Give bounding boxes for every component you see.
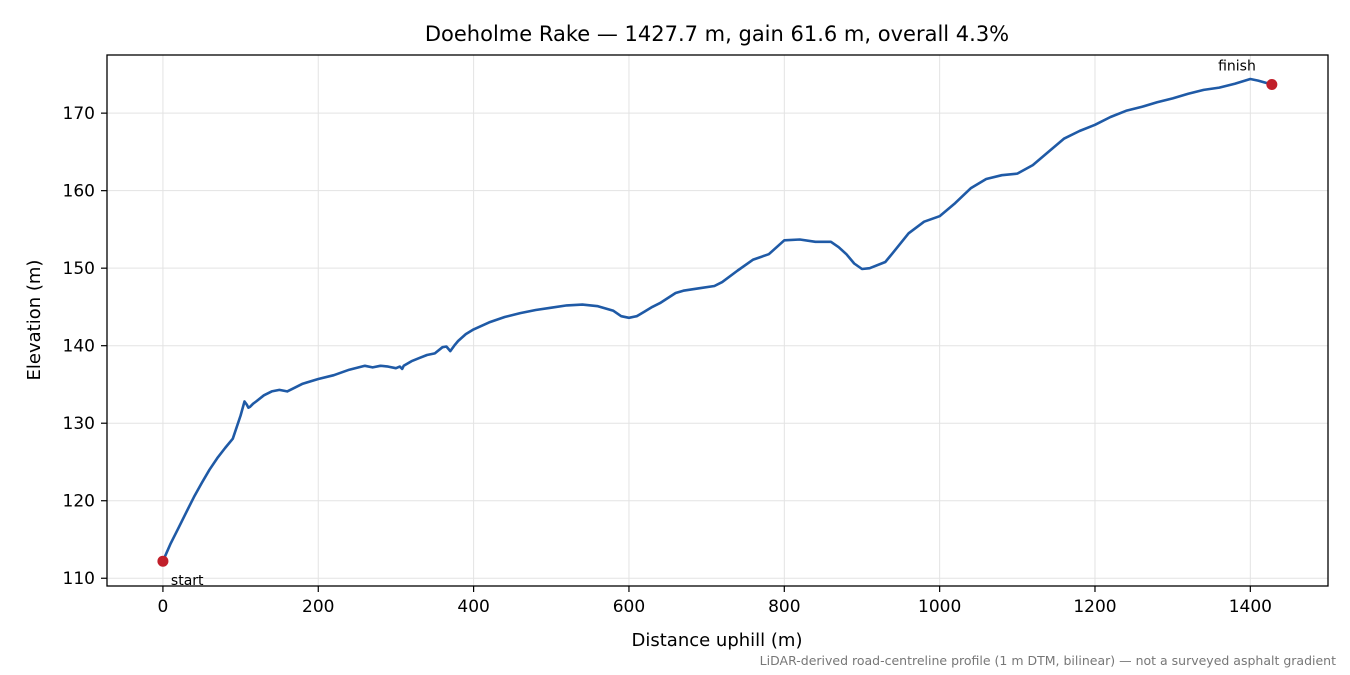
x-axis-label: Distance uphill (m) <box>632 630 803 651</box>
x-tick-label: 400 <box>457 597 489 617</box>
x-tick-label: 200 <box>302 597 334 617</box>
x-tick-label: 600 <box>613 597 645 617</box>
start-marker <box>157 555 169 567</box>
chart-title: Doeholme Rake — 1427.7 m, gain 61.6 m, o… <box>425 22 1009 46</box>
plot-frame <box>106 54 1329 587</box>
y-tick-label: 160 <box>63 182 95 202</box>
y-tick-label: 170 <box>63 104 95 124</box>
elevation-line <box>161 77 1274 563</box>
finish-label: finish <box>1218 58 1256 74</box>
y-tick-label: 150 <box>63 259 95 279</box>
y-tick-label: 140 <box>63 337 95 357</box>
y-tick-label: 130 <box>63 414 95 434</box>
y-tick-label: 120 <box>63 492 95 512</box>
x-tick-label: 1400 <box>1229 597 1272 617</box>
finish-marker <box>1266 78 1278 90</box>
x-tick-label: 1200 <box>1073 597 1116 617</box>
chart-caption: LiDAR-derived road-centreline profile (1… <box>760 653 1336 668</box>
x-tick-label: 0 <box>158 597 169 617</box>
x-tick-label: 1000 <box>918 597 961 617</box>
y-tick-label: 110 <box>63 569 95 589</box>
x-tick-label: 800 <box>768 597 800 617</box>
y-axis-label: Elevation (m) <box>24 260 45 381</box>
x-gridlines <box>162 55 1251 586</box>
y-axis-ticks: 110 120 130 140 150 160 170 <box>63 104 107 589</box>
start-label: start <box>171 573 204 589</box>
endpoint-markers: start finish <box>157 58 1278 589</box>
x-axis-ticks: 0 200 400 600 800 1000 1200 1400 <box>158 586 1272 617</box>
y-gridlines <box>107 112 1328 579</box>
